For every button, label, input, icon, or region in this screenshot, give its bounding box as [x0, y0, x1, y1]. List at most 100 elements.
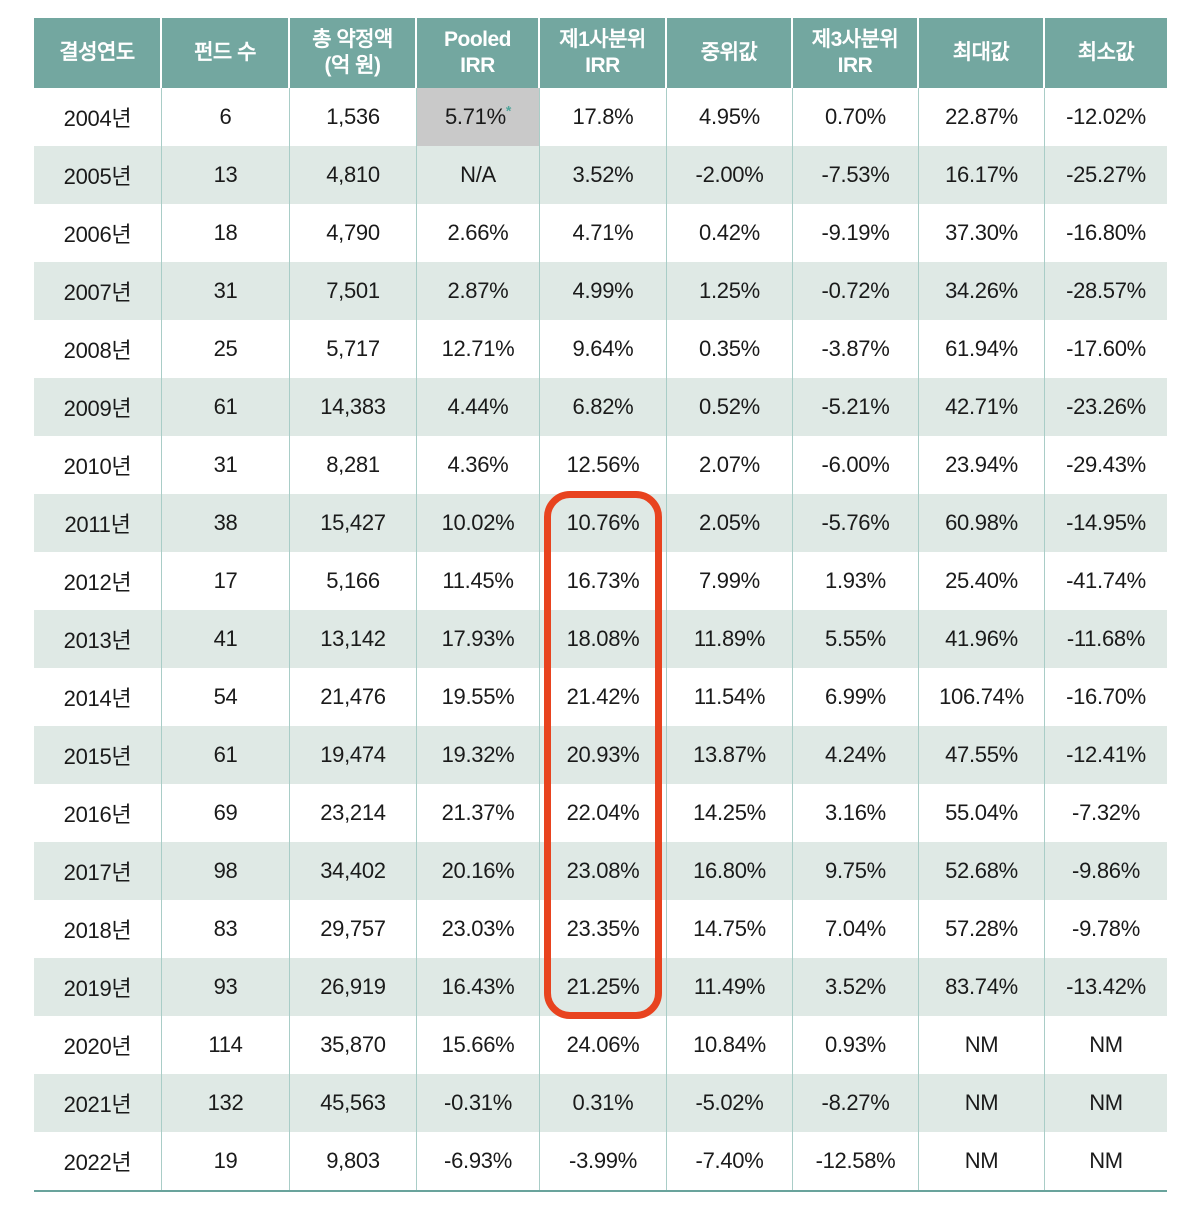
- table-cell: 21,476: [290, 668, 417, 726]
- table-cell: 69: [162, 784, 290, 842]
- table-cell: 18: [162, 204, 290, 262]
- table-cell: 61: [162, 726, 290, 784]
- table-cell: 16.80%: [667, 842, 793, 900]
- table-cell: -7.40%: [667, 1132, 793, 1190]
- column-header-8: 최소값: [1045, 18, 1167, 88]
- row-year-label: 2008년: [34, 320, 162, 378]
- table-cell: 24.06%: [540, 1016, 667, 1074]
- column-header-4: 제1사분위 IRR: [540, 18, 667, 88]
- table-cell: -5.02%: [667, 1074, 793, 1132]
- row-year-label: 2010년: [34, 436, 162, 494]
- table-row: 2021년 132 45,563 -0.31% 0.31% -5.02% -8.27% NM N…: [34, 1074, 1167, 1132]
- table-cell: 37.30%: [919, 204, 1045, 262]
- table-cell: 45,563: [290, 1074, 417, 1132]
- table-cell: 21.25%: [540, 958, 667, 1016]
- table-row: 2007년 31 7,501 2.87% 4.99% 1.25% -0.72% 34.26% -…: [34, 262, 1167, 320]
- table-cell: -6.93%: [417, 1132, 540, 1190]
- table-cell: 4.71%: [540, 204, 667, 262]
- table-cell: 22.04%: [540, 784, 667, 842]
- table-row: 2012년 17 5,166 11.45% 16.73% 7.99% 1.93% 25.40%…: [34, 552, 1167, 610]
- table-row: 2018년 83 29,757 23.03% 23.35% 14.75% 7.04% 57.2…: [34, 900, 1167, 958]
- row-year-label: 2017년: [34, 842, 162, 900]
- table-cell: 41.96%: [919, 610, 1045, 668]
- table-cell: 0.52%: [667, 378, 793, 436]
- table-cell: 2.66%: [417, 204, 540, 262]
- table-cell: 5.71%*: [417, 88, 540, 146]
- table-cell: -5.21%: [793, 378, 919, 436]
- table-cell: 25.40%: [919, 552, 1045, 610]
- table-cell: -12.41%: [1045, 726, 1167, 784]
- row-year-label: 2009년: [34, 378, 162, 436]
- table-cell: 57.28%: [919, 900, 1045, 958]
- table-cell: 23.94%: [919, 436, 1045, 494]
- table-cell: 3.52%: [540, 146, 667, 204]
- row-year-label: 2007년: [34, 262, 162, 320]
- table-cell: -0.31%: [417, 1074, 540, 1132]
- table-cell: 83: [162, 900, 290, 958]
- table-cell: 55.04%: [919, 784, 1045, 842]
- table-cell: -16.80%: [1045, 204, 1167, 262]
- table-cell: 15.66%: [417, 1016, 540, 1074]
- row-year-label: 2016년: [34, 784, 162, 842]
- row-year-label: 2012년: [34, 552, 162, 610]
- table-cell: 47.55%: [919, 726, 1045, 784]
- table-cell: 52.68%: [919, 842, 1045, 900]
- table-cell: 1.25%: [667, 262, 793, 320]
- table-cell: 3.52%: [793, 958, 919, 1016]
- table-cell: 10.76%: [540, 494, 667, 552]
- table-cell: -12.02%: [1045, 88, 1167, 146]
- table-cell: 106.74%: [919, 668, 1045, 726]
- row-year-label: 2006년: [34, 204, 162, 262]
- table-row: 2016년 69 23,214 21.37% 22.04% 14.25% 3.16% 55.0…: [34, 784, 1167, 842]
- table-cell: 4.36%: [417, 436, 540, 494]
- table-cell: 14,383: [290, 378, 417, 436]
- table-cell: 17.93%: [417, 610, 540, 668]
- table-cell: 0.31%: [540, 1074, 667, 1132]
- table-row: 2017년 98 34,402 20.16% 23.08% 16.80% 9.75% 52.6…: [34, 842, 1167, 900]
- table-cell: 15,427: [290, 494, 417, 552]
- row-year-label: 2011년: [34, 494, 162, 552]
- table-row: 2004년 6 1,536 5.71%* 17.8% 4.95% 0.70% 22.87% -1…: [34, 88, 1167, 146]
- table-cell: N/A: [417, 146, 540, 204]
- table-cell: 42.71%: [919, 378, 1045, 436]
- table-cell: 23.03%: [417, 900, 540, 958]
- table-cell: 1,536: [290, 88, 417, 146]
- table-row: 2022년 19 9,803 -6.93% -3.99% -7.40% -12.58% NM N…: [34, 1132, 1167, 1190]
- table-cell: NM: [919, 1016, 1045, 1074]
- table-cell: 11.45%: [417, 552, 540, 610]
- row-year-label: 2018년: [34, 900, 162, 958]
- table-cell: 54: [162, 668, 290, 726]
- table-cell: 0.42%: [667, 204, 793, 262]
- table-cell: 19,474: [290, 726, 417, 784]
- row-year-label: 2013년: [34, 610, 162, 668]
- table-cell: 7.99%: [667, 552, 793, 610]
- table-row: 2006년 18 4,790 2.66% 4.71% 0.42% -9.19% 37.30% -…: [34, 204, 1167, 262]
- table-cell: 11.89%: [667, 610, 793, 668]
- table-cell: -2.00%: [667, 146, 793, 204]
- table-cell: 25: [162, 320, 290, 378]
- table-cell: 5,717: [290, 320, 417, 378]
- table-row: 2005년 13 4,810 N/A 3.52% -2.00% -7.53% 16.17% -2…: [34, 146, 1167, 204]
- table-cell: 10.84%: [667, 1016, 793, 1074]
- table-cell: 61: [162, 378, 290, 436]
- table-cell: 12.71%: [417, 320, 540, 378]
- table-cell: -3.87%: [793, 320, 919, 378]
- table-cell: 0.70%: [793, 88, 919, 146]
- table-cell: 19.55%: [417, 668, 540, 726]
- table-cell: 10.02%: [417, 494, 540, 552]
- table-cell: -6.00%: [793, 436, 919, 494]
- table-cell: -41.74%: [1045, 552, 1167, 610]
- table-cell: 41: [162, 610, 290, 668]
- table-cell: NM: [919, 1132, 1045, 1190]
- table-cell: 60.98%: [919, 494, 1045, 552]
- table-cell: 23,214: [290, 784, 417, 842]
- table-cell: 0.93%: [793, 1016, 919, 1074]
- table-cell: -17.60%: [1045, 320, 1167, 378]
- table-cell: -9.19%: [793, 204, 919, 262]
- table-row: 2019년 93 26,919 16.43% 21.25% 11.49% 3.52% 83.7…: [34, 958, 1167, 1016]
- table-cell: -7.32%: [1045, 784, 1167, 842]
- column-header-6: 제3사분위 IRR: [793, 18, 919, 88]
- table-cell: -29.43%: [1045, 436, 1167, 494]
